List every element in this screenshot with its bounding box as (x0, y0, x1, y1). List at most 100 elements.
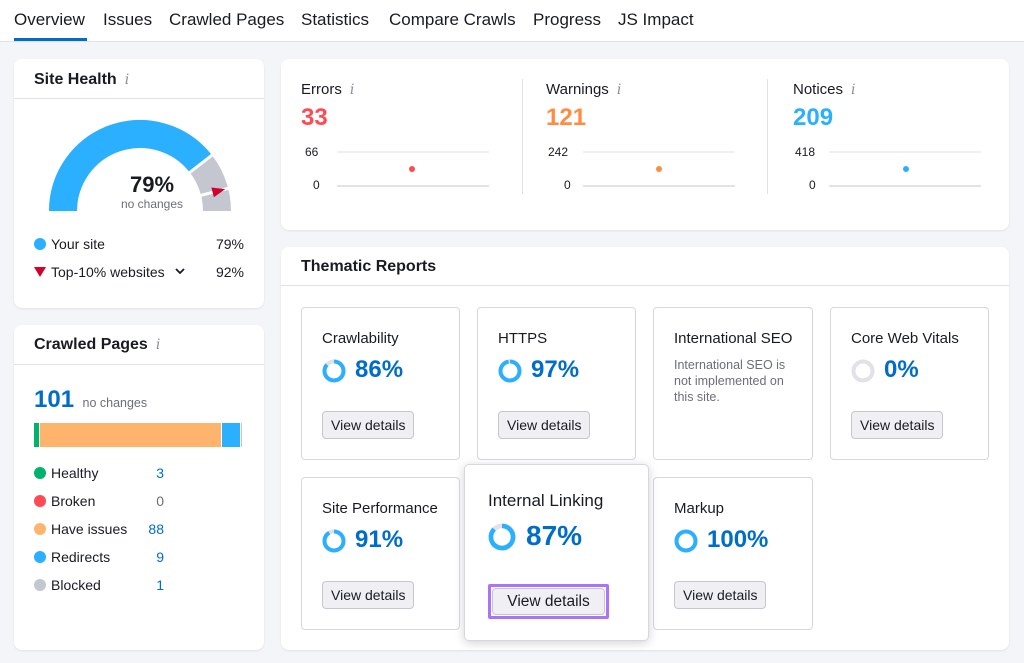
legend-redirects: Redirects (34, 549, 110, 565)
tile-percent: 97% (531, 356, 580, 383)
divider (281, 285, 1009, 286)
tab-issues[interactable]: Issues (103, 10, 153, 29)
tile-internal-linking[interactable]: Internal Linking 87% View details (464, 464, 649, 641)
legend-label: Healthy (51, 465, 99, 481)
crawled-pages-bar (34, 423, 243, 447)
legend-healthy: Healthy (34, 465, 98, 481)
warnings-label: Warnings i (546, 81, 621, 98)
view-details-button[interactable]: View details (674, 581, 767, 609)
highlight-outline (488, 584, 609, 619)
view-details-button[interactable]: View details (322, 411, 415, 439)
notices-count[interactable]: 209 (793, 104, 834, 131)
chevron-down-icon[interactable] (174, 267, 186, 277)
bar-segment-blocked[interactable] (240, 423, 243, 447)
have-issues-count[interactable]: 88 (148, 521, 164, 537)
legend-label: Redirects (51, 549, 111, 565)
tile-markup[interactable]: Markup 100% View details (653, 477, 813, 630)
notices-axis-top: 418 (795, 145, 816, 159)
crawled-pages-title: Crawled Pages i (34, 336, 160, 354)
tile-title: Site Performance (322, 500, 438, 517)
errors-count[interactable]: 33 (301, 104, 328, 131)
tile-title: Core Web Vitals (851, 330, 959, 347)
tile-title: Markup (674, 500, 725, 517)
info-icon[interactable]: i (155, 337, 161, 353)
legend-label: Blocked (51, 577, 101, 593)
thematic-reports-title: Thematic Reports (301, 258, 437, 275)
errors-axis-top: 66 (305, 145, 319, 159)
legend-broken: Broken (34, 493, 95, 509)
broken-count: 0 (156, 493, 164, 509)
site-health-gauge (49, 120, 231, 212)
tile-site-performance[interactable]: Site Performance 91% View details (301, 477, 460, 630)
legend-your-site: Your site (34, 236, 105, 252)
legend-label: Your site (51, 236, 105, 252)
notices-point (903, 166, 909, 172)
warnings-sparkline (583, 151, 735, 187)
redirects-count[interactable]: 9 (156, 549, 164, 565)
tile-title: Crawlability (322, 330, 399, 347)
site-health-percent: 79% (129, 172, 175, 197)
report-tabs: Overview Issues Crawled Pages Statistics… (0, 0, 1024, 42)
view-details-button[interactable]: View details (492, 588, 605, 615)
tile-crawlability[interactable]: Crawlability 86% View details (301, 307, 460, 460)
bar-segment-redirects[interactable] (222, 423, 241, 447)
info-icon[interactable]: i (124, 72, 130, 88)
triangle-icon (34, 267, 46, 277)
crawled-total[interactable]: 101 (34, 386, 75, 413)
tab-crawled-pages[interactable]: Crawled Pages (169, 10, 285, 29)
errors-axis-bottom: 0 (313, 178, 320, 192)
tab-compare-crawls[interactable]: Compare Crawls (389, 10, 516, 29)
progress-ring-icon (851, 359, 875, 383)
divider (14, 98, 264, 99)
legend-label: Broken (51, 493, 96, 509)
legend-label: Have issues (51, 521, 128, 537)
site-health-change: no changes (120, 197, 184, 211)
bar-segment-have-issues[interactable] (40, 423, 223, 447)
bar-segment-healthy[interactable] (34, 423, 41, 447)
view-details-button[interactable]: View details (498, 411, 591, 439)
errors-point (409, 166, 415, 172)
progress-ring-icon (674, 529, 698, 553)
separator (767, 79, 768, 194)
view-details-button[interactable]: View details (851, 411, 944, 439)
separator (522, 79, 523, 194)
divider (14, 364, 264, 365)
info-icon[interactable]: i (851, 82, 856, 98)
tile-percent: 0% (884, 356, 919, 383)
tile-title: International SEO (674, 330, 793, 347)
errors-label: Errors i (301, 81, 354, 98)
legend-top-websites[interactable]: Top-10% websites (34, 264, 186, 280)
crawled-pages-title-text: Crawled Pages (34, 336, 148, 353)
tile-percent: 91% (355, 526, 404, 553)
tile-https[interactable]: HTTPS 97% View details (477, 307, 636, 460)
warnings-count[interactable]: 121 (546, 104, 587, 131)
tile-percent: 100% (707, 526, 769, 553)
your-site-value: 79% (215, 236, 244, 252)
progress-ring-icon (322, 529, 346, 553)
progress-ring-icon (322, 359, 346, 383)
tab-progress[interactable]: Progress (533, 10, 602, 29)
blocked-count[interactable]: 1 (156, 577, 164, 593)
tab-statistics[interactable]: Statistics (301, 10, 370, 29)
tab-overview[interactable]: Overview (14, 10, 85, 29)
info-icon[interactable]: i (349, 82, 355, 98)
notices-label: Notices i (793, 81, 856, 98)
tile-title: Internal Linking (488, 491, 604, 510)
legend-blocked: Blocked (34, 577, 101, 593)
info-icon[interactable]: i (616, 82, 622, 98)
blocked-dot (34, 579, 46, 591)
broken-dot (34, 495, 46, 507)
view-details-button[interactable]: View details (322, 581, 415, 609)
tab-js-impact[interactable]: JS Impact (618, 10, 694, 29)
active-tab-indicator (14, 38, 87, 41)
legend-label: Top-10% websites (51, 264, 165, 280)
warnings-axis-top: 242 (548, 145, 569, 159)
healthy-count[interactable]: 3 (156, 465, 164, 481)
site-health-title: Site Health i (34, 71, 129, 89)
errors-label-text: Errors (301, 81, 342, 98)
warnings-label-text: Warnings (546, 81, 609, 98)
tile-title: HTTPS (498, 330, 548, 347)
tile-core-web-vitals[interactable]: Core Web Vitals 0% View details (830, 307, 989, 460)
errors-sparkline (337, 151, 489, 187)
tile-international-seo[interactable]: International SEO International SEO is n… (653, 307, 813, 460)
